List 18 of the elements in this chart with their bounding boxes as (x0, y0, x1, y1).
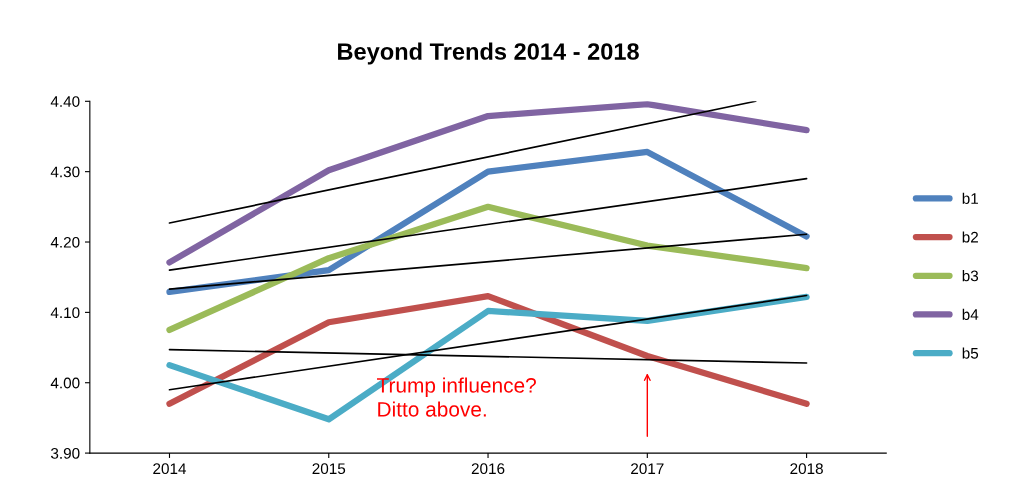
y-tick-label: 4.00 (50, 377, 80, 389)
legend-label: b3 (962, 270, 979, 282)
y-tick-label: 4.40 (50, 96, 80, 107)
x-tick-label: 2017 (631, 463, 664, 475)
x-tick-label: 2014 (153, 463, 187, 475)
annotation: Trump influence? Ditto above. (377, 377, 536, 417)
legend-label: b5 (962, 347, 979, 359)
x-tick-label: 2015 (312, 463, 346, 475)
x-tick-label: 2016 (471, 463, 505, 475)
y-tick-label: 4.10 (50, 307, 80, 319)
y-tick-label: 4.20 (50, 236, 80, 248)
y-tick-label: 4.30 (50, 166, 80, 178)
legend-label: b1 (962, 192, 978, 204)
y-tick-label: 3.90 (50, 447, 80, 459)
legend-label: b2 (962, 231, 978, 243)
x-tick-label: 2018 (790, 463, 823, 475)
chart-title: Beyond Trends 2014 - 2018 (338, 42, 639, 65)
legend-label: b4 (962, 308, 979, 320)
